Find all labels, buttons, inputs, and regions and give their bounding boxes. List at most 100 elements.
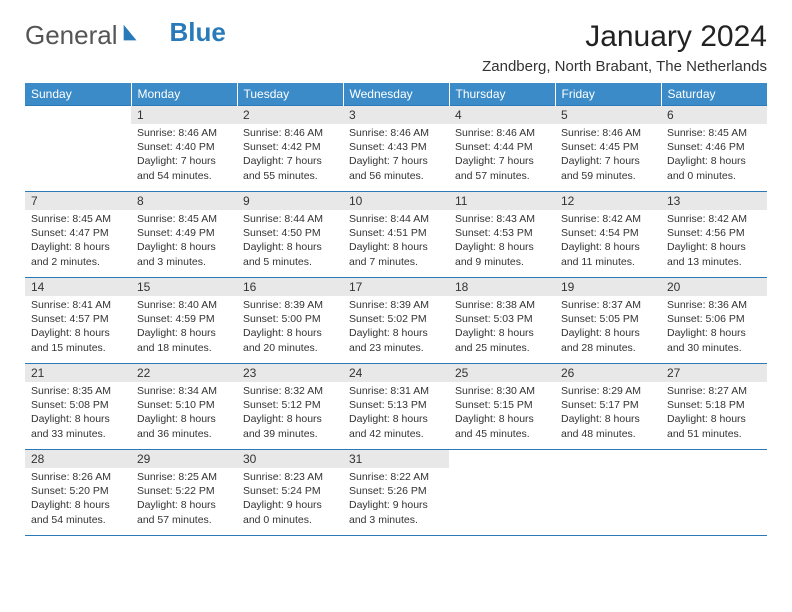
day-line: Sunset: 4:46 PM <box>667 140 761 154</box>
header: General Blue January 2024 Zandberg, Nort… <box>25 20 767 75</box>
day-line: and 39 minutes. <box>243 427 337 441</box>
day-body: Sunrise: 8:46 AMSunset: 4:45 PMDaylight:… <box>555 124 661 187</box>
day-line: Sunrise: 8:27 AM <box>667 384 761 398</box>
day-line: and 20 minutes. <box>243 341 337 355</box>
day-body: Sunrise: 8:43 AMSunset: 4:53 PMDaylight:… <box>449 210 555 273</box>
day-body: Sunrise: 8:41 AMSunset: 4:57 PMDaylight:… <box>25 296 131 359</box>
weekday-header: Tuesday <box>237 83 343 106</box>
day-number: 17 <box>343 278 449 296</box>
day-body <box>25 110 131 116</box>
calendar-day-cell: 29Sunrise: 8:25 AMSunset: 5:22 PMDayligh… <box>131 450 237 536</box>
calendar-day-cell: 1Sunrise: 8:46 AMSunset: 4:40 PMDaylight… <box>131 106 237 192</box>
day-line: Sunrise: 8:41 AM <box>31 298 125 312</box>
day-body: Sunrise: 8:39 AMSunset: 5:00 PMDaylight:… <box>237 296 343 359</box>
weekday-header: Wednesday <box>343 83 449 106</box>
day-line: Sunset: 5:20 PM <box>31 484 125 498</box>
day-line: Sunset: 5:17 PM <box>561 398 655 412</box>
calendar-day-cell: 6Sunrise: 8:45 AMSunset: 4:46 PMDaylight… <box>661 106 767 192</box>
day-line: Daylight: 8 hours <box>31 412 125 426</box>
day-line: Sunset: 5:12 PM <box>243 398 337 412</box>
weekday-header: Saturday <box>661 83 767 106</box>
day-line: Daylight: 7 hours <box>349 154 443 168</box>
day-body: Sunrise: 8:27 AMSunset: 5:18 PMDaylight:… <box>661 382 767 445</box>
day-line: and 18 minutes. <box>137 341 231 355</box>
day-line: Sunrise: 8:40 AM <box>137 298 231 312</box>
day-line: Sunrise: 8:45 AM <box>31 212 125 226</box>
day-line: and 7 minutes. <box>349 255 443 269</box>
day-line: and 0 minutes. <box>243 513 337 527</box>
day-line: Sunset: 4:51 PM <box>349 226 443 240</box>
day-line: Daylight: 8 hours <box>243 326 337 340</box>
day-line: Sunrise: 8:44 AM <box>243 212 337 226</box>
calendar-day-cell: 3Sunrise: 8:46 AMSunset: 4:43 PMDaylight… <box>343 106 449 192</box>
day-body: Sunrise: 8:45 AMSunset: 4:49 PMDaylight:… <box>131 210 237 273</box>
day-number: 30 <box>237 450 343 468</box>
day-line: Daylight: 8 hours <box>31 240 125 254</box>
day-body: Sunrise: 8:42 AMSunset: 4:54 PMDaylight:… <box>555 210 661 273</box>
day-line: Sunset: 4:42 PM <box>243 140 337 154</box>
day-number: 18 <box>449 278 555 296</box>
calendar-week-row: 1Sunrise: 8:46 AMSunset: 4:40 PMDaylight… <box>25 106 767 192</box>
day-line: Sunrise: 8:44 AM <box>349 212 443 226</box>
calendar-day-cell: 21Sunrise: 8:35 AMSunset: 5:08 PMDayligh… <box>25 364 131 450</box>
day-number: 28 <box>25 450 131 468</box>
day-line: Sunset: 4:53 PM <box>455 226 549 240</box>
day-number: 31 <box>343 450 449 468</box>
day-number: 19 <box>555 278 661 296</box>
calendar-day-cell: 5Sunrise: 8:46 AMSunset: 4:45 PMDaylight… <box>555 106 661 192</box>
calendar-table: Sunday Monday Tuesday Wednesday Thursday… <box>25 83 767 536</box>
day-line: Daylight: 8 hours <box>455 412 549 426</box>
calendar-day-cell <box>555 450 661 536</box>
day-line: Sunset: 5:02 PM <box>349 312 443 326</box>
day-line: Daylight: 7 hours <box>561 154 655 168</box>
day-number: 20 <box>661 278 767 296</box>
day-line: Sunrise: 8:38 AM <box>455 298 549 312</box>
day-number: 23 <box>237 364 343 382</box>
day-line: and 3 minutes. <box>137 255 231 269</box>
calendar-day-cell: 10Sunrise: 8:44 AMSunset: 4:51 PMDayligh… <box>343 192 449 278</box>
day-body: Sunrise: 8:25 AMSunset: 5:22 PMDaylight:… <box>131 468 237 531</box>
calendar-day-cell: 13Sunrise: 8:42 AMSunset: 4:56 PMDayligh… <box>661 192 767 278</box>
day-line: Sunset: 4:54 PM <box>561 226 655 240</box>
day-line: and 59 minutes. <box>561 169 655 183</box>
day-body: Sunrise: 8:26 AMSunset: 5:20 PMDaylight:… <box>25 468 131 531</box>
day-body: Sunrise: 8:38 AMSunset: 5:03 PMDaylight:… <box>449 296 555 359</box>
day-body: Sunrise: 8:36 AMSunset: 5:06 PMDaylight:… <box>661 296 767 359</box>
day-line: Sunrise: 8:23 AM <box>243 470 337 484</box>
day-line: Sunset: 5:05 PM <box>561 312 655 326</box>
day-line: and 56 minutes. <box>349 169 443 183</box>
day-line: and 9 minutes. <box>455 255 549 269</box>
day-line: Sunset: 4:50 PM <box>243 226 337 240</box>
calendar-day-cell <box>25 106 131 192</box>
day-body: Sunrise: 8:45 AMSunset: 4:46 PMDaylight:… <box>661 124 767 187</box>
day-line: Sunrise: 8:36 AM <box>667 298 761 312</box>
day-line: Sunrise: 8:42 AM <box>561 212 655 226</box>
day-line: Sunset: 4:40 PM <box>137 140 231 154</box>
day-line: Sunset: 4:44 PM <box>455 140 549 154</box>
day-body: Sunrise: 8:34 AMSunset: 5:10 PMDaylight:… <box>131 382 237 445</box>
day-body: Sunrise: 8:42 AMSunset: 4:56 PMDaylight:… <box>661 210 767 273</box>
day-line: Sunset: 5:26 PM <box>349 484 443 498</box>
calendar-day-cell: 30Sunrise: 8:23 AMSunset: 5:24 PMDayligh… <box>237 450 343 536</box>
day-line: and 30 minutes. <box>667 341 761 355</box>
calendar-day-cell: 2Sunrise: 8:46 AMSunset: 4:42 PMDaylight… <box>237 106 343 192</box>
day-body: Sunrise: 8:37 AMSunset: 5:05 PMDaylight:… <box>555 296 661 359</box>
day-line: Daylight: 8 hours <box>561 240 655 254</box>
day-number: 9 <box>237 192 343 210</box>
day-line: Sunset: 5:03 PM <box>455 312 549 326</box>
calendar-day-cell: 22Sunrise: 8:34 AMSunset: 5:10 PMDayligh… <box>131 364 237 450</box>
day-number: 7 <box>25 192 131 210</box>
day-line: Sunrise: 8:42 AM <box>667 212 761 226</box>
day-number: 12 <box>555 192 661 210</box>
day-number: 27 <box>661 364 767 382</box>
month-title: January 2024 <box>482 20 767 54</box>
day-line: Daylight: 7 hours <box>455 154 549 168</box>
day-body: Sunrise: 8:44 AMSunset: 4:51 PMDaylight:… <box>343 210 449 273</box>
day-line: and 28 minutes. <box>561 341 655 355</box>
day-number: 25 <box>449 364 555 382</box>
calendar-day-cell: 9Sunrise: 8:44 AMSunset: 4:50 PMDaylight… <box>237 192 343 278</box>
day-line: Sunrise: 8:34 AM <box>137 384 231 398</box>
day-line: Daylight: 8 hours <box>31 326 125 340</box>
day-line: Sunrise: 8:25 AM <box>137 470 231 484</box>
day-line: Daylight: 8 hours <box>137 412 231 426</box>
